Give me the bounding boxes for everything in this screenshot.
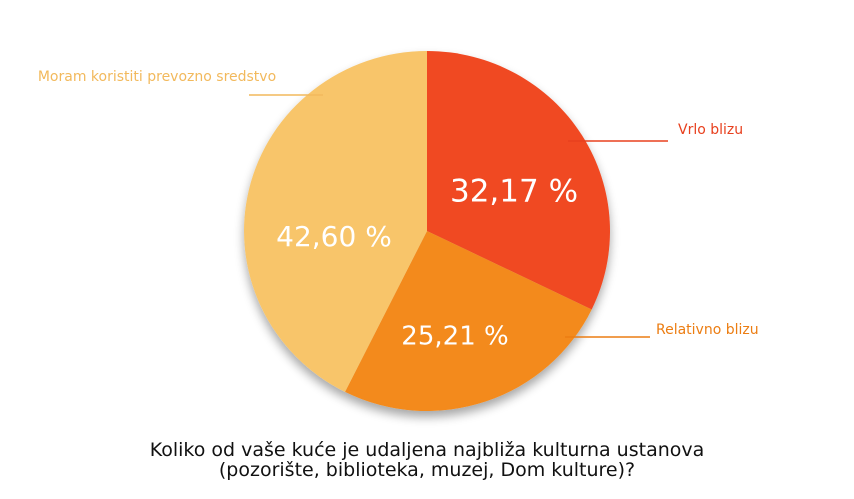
pie-slices (244, 51, 611, 411)
pie-slice-2 (345, 231, 592, 411)
pie-slice-1 (427, 51, 611, 310)
pie-labels: 32,17 % Vrlo blizu 25,21 % Relativno blizu 4… (38, 69, 759, 352)
chart-title-line-1: Koliko od vaše kuće je udaljena najbliža… (149, 439, 705, 461)
pie-slice-3 (244, 51, 427, 392)
pie-value-label-1: 32,17 % (450, 174, 578, 210)
category-label-3: Moram koristiti prevozno sredstvo (38, 69, 276, 85)
pie-value-label-2: 25,21 % (401, 322, 508, 352)
category-label-2: Relativno blizu (656, 322, 759, 338)
category-label-1: Vrlo blizu (678, 122, 743, 138)
chart-title-line-2: (pozorište, biblioteka, muzej, Dom kultu… (218, 459, 636, 481)
pie-value-label-3: 42,60 % (276, 220, 392, 253)
